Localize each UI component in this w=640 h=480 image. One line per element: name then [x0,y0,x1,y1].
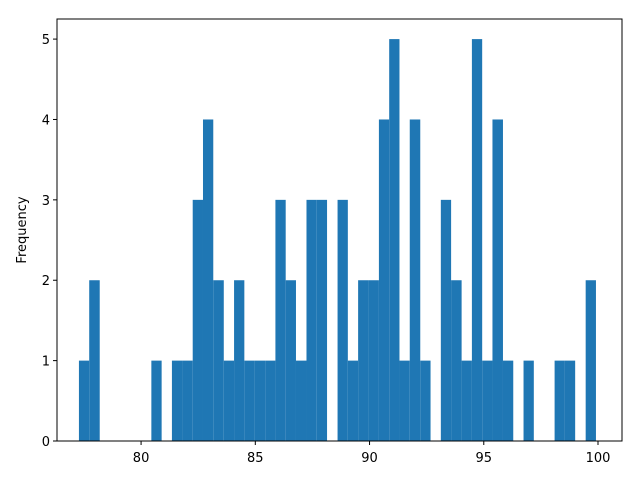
y-tick-label: 4 [42,113,50,128]
x-tick-label: 100 [586,451,611,466]
bar [378,119,390,441]
bar [389,39,400,441]
bar [523,360,534,441]
y-axis-label: Frequency [15,196,30,263]
bar [306,199,317,441]
x-tick-label: 95 [476,451,493,466]
bar [420,360,431,441]
bar [451,280,462,441]
y-tick-label: 3 [42,194,50,209]
axes-frame [56,18,623,442]
bar [89,280,100,441]
y-tick-label: 1 [42,355,50,370]
bar [358,280,369,441]
bar [482,360,493,441]
bar [295,360,307,441]
bar [554,360,565,441]
bar [440,199,452,441]
bar [234,280,245,441]
bar [202,119,214,441]
bar [461,360,472,441]
bar [151,360,162,441]
bar [409,119,421,441]
bar [471,39,483,441]
y-tick-label: 5 [42,33,50,48]
bar [213,280,224,441]
y-tick-label: 0 [42,435,50,450]
bar [399,360,410,441]
bar [171,360,183,441]
bar [254,360,266,441]
bar [585,280,596,441]
bar [285,280,296,441]
x-tick-label: 90 [361,451,378,466]
x-tick-label: 85 [247,451,264,466]
bar [275,199,286,441]
bar [316,199,328,441]
bar [337,199,348,441]
bar [347,360,359,441]
bar [192,199,203,441]
y-tick-label: 2 [42,274,50,289]
bar [265,360,276,441]
bar [78,360,90,441]
bar [244,360,255,441]
bar [492,119,503,441]
bar [223,360,235,441]
x-tick-label: 80 [133,451,150,466]
bar [182,360,193,441]
bar [564,360,576,441]
bar [368,280,379,441]
bar [502,360,514,441]
